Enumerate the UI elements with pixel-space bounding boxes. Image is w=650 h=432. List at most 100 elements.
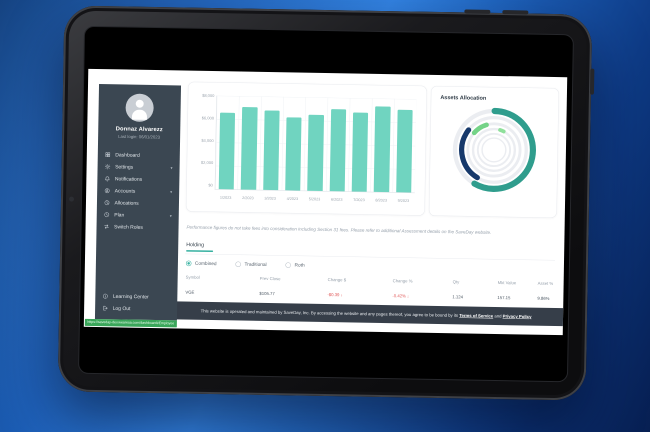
sidebar-item-dashboard[interactable]: Dashboard [98, 149, 180, 162]
x-tick-label: 3/2023 [264, 195, 276, 201]
volume-down-button [464, 9, 491, 14]
main-content: $8,000 $6,000 $4,000 $2,000 $0 1/2023 2/2023 3… [184, 71, 560, 335]
bar [351, 112, 369, 192]
x-tick-label: 5/2023 [308, 196, 321, 202]
learning-icon [102, 293, 108, 299]
sidebar-item-learning-center[interactable]: Learning Center [95, 290, 177, 303]
sidebar-item-log-out[interactable]: Log Out [95, 302, 177, 315]
bar-chart-plot [214, 95, 417, 194]
dashboard-icon [105, 152, 111, 157]
divider [185, 253, 556, 261]
y-tick-label: $6,000 [201, 115, 215, 121]
bar-column [304, 97, 328, 191]
bar [307, 114, 324, 191]
avatar-person-icon [131, 109, 148, 120]
down-arrow-icon: ↓ [340, 292, 343, 298]
bar-column [215, 96, 239, 190]
radio-label: Traditional [244, 261, 267, 268]
avatar [125, 93, 154, 122]
donut-segment [451, 107, 536, 192]
avatar-person-icon [135, 99, 144, 108]
bar-column [260, 96, 284, 191]
sidebar-nav: Dashboard Settings ▾ Notifications Accounts ▾… [96, 149, 179, 234]
holdings-table-row[interactable]: VGE $105.77 -$0.39 ↓ -0.42% ↓ 1.124 157.15 9.8… [185, 290, 554, 301]
radio-roth[interactable]: Roth [285, 262, 305, 269]
user-profile: Donnaz Alvarezz Last login: 06/01/2023 [98, 84, 181, 140]
bar-plot [215, 96, 416, 193]
column-header: Qty [452, 279, 460, 285]
plan-icon [104, 212, 110, 218]
volume-up-button [502, 10, 529, 15]
switch-icon [104, 224, 109, 229]
donut-track [481, 137, 507, 163]
browser-link-preview: https://saveday-dev.wearesa.com/dashboar… [84, 318, 177, 328]
bar-column [237, 96, 261, 190]
sidebar-footer-nav: Learning Center Log Out [95, 290, 177, 320]
bar-column [282, 97, 306, 191]
bar [240, 107, 258, 190]
sidebar-item-label: Notifications [114, 176, 143, 183]
logout-icon [103, 305, 108, 311]
cell-symbol: VGE [185, 289, 195, 295]
account-type-filters: Combined Traditional Roth [185, 260, 305, 269]
bar-column [370, 98, 394, 193]
sidebar-item-accounts[interactable]: Accounts ▾ [97, 185, 179, 198]
cell-mkt-value: 157.15 [497, 295, 511, 301]
y-tick-label: $0 [208, 182, 213, 188]
assets-allocation-title: Assets Allocation [440, 94, 487, 102]
performance-chart-card: $8,000 $6,000 $4,000 $2,000 $0 1/2023 2/2023 3… [185, 81, 428, 216]
bar-chart-y-axis: $8,000 $6,000 $4,000 $2,000 $0 [191, 93, 215, 189]
last-login: Last login: 06/01/2023 [118, 133, 161, 140]
cell-change-usd: -$0.39 ↓ [327, 292, 343, 298]
donut-chart [430, 101, 559, 198]
user-name: Donnaz Alvarezz [115, 125, 163, 133]
y-tick-label: $8,000 [202, 93, 215, 99]
donut-segment [459, 115, 529, 185]
sidebar-item-switch-roles[interactable]: Switch Roles [96, 221, 178, 234]
sidebar-item-settings[interactable]: Settings ▾ [97, 161, 179, 174]
sidebar-item-label: Plan [114, 212, 125, 218]
radio-combined[interactable]: Combined [185, 260, 217, 267]
allocations-icon [104, 200, 110, 206]
donut-segment [471, 127, 517, 173]
x-tick-label: 4/2023 [286, 196, 299, 202]
x-tick-label: 1/2023 [219, 195, 232, 200]
gear-icon [104, 164, 111, 170]
column-header: Mkt Value [497, 280, 517, 286]
chevron-down-icon: ▾ [170, 165, 173, 171]
front-camera [68, 196, 75, 202]
x-tick-label: 9/2023 [397, 198, 410, 203]
tab-holding[interactable]: Holding [186, 241, 214, 253]
donut-rings-chart [451, 107, 536, 192]
cell-prev-close: $105.77 [259, 290, 275, 297]
holding-tab-label: Holding [186, 241, 205, 248]
sidebar-item-label: Dashboard [115, 152, 140, 159]
cell-qty: 1.124 [452, 294, 464, 300]
sidebar-item-label: Learning Center [112, 293, 149, 300]
radio-traditional[interactable]: Traditional [235, 261, 267, 268]
bar [218, 112, 236, 190]
radio-label: Roth [294, 262, 305, 269]
sidebar-item-plan[interactable]: Plan ▾ [97, 209, 179, 222]
sidebar-item-allocations[interactable]: Allocations [97, 197, 179, 210]
sidebar-item-notifications[interactable]: Notifications [97, 173, 179, 186]
sidebar-item-label: Accounts [114, 188, 136, 194]
x-tick-label: 8/2023 [375, 197, 387, 203]
cell-asset-pct: 9.86% [537, 295, 550, 301]
sidebar-item-label: Switch Roles [114, 224, 144, 231]
bar-column [393, 99, 417, 193]
active-tab-underline [186, 250, 214, 253]
terms-of-service-link[interactable]: Terms of Service [459, 312, 494, 319]
donut-track [466, 122, 522, 178]
tablet-device: Donnaz Alvarezz Last login: 06/01/2023 D… [57, 5, 595, 401]
donut-track [471, 127, 517, 173]
bar [329, 109, 347, 192]
bar [263, 110, 280, 191]
sidebar: Donnaz Alvarezz Last login: 06/01/2023 D… [94, 84, 182, 321]
column-header: Prev Close [259, 275, 281, 282]
down-arrow-icon: ↓ [407, 293, 410, 299]
column-header: Change $ [327, 277, 347, 283]
bar-column [326, 98, 350, 192]
x-tick-label: 2/2023 [242, 195, 254, 201]
privacy-policy-link[interactable]: Privacy Policy [502, 313, 532, 320]
